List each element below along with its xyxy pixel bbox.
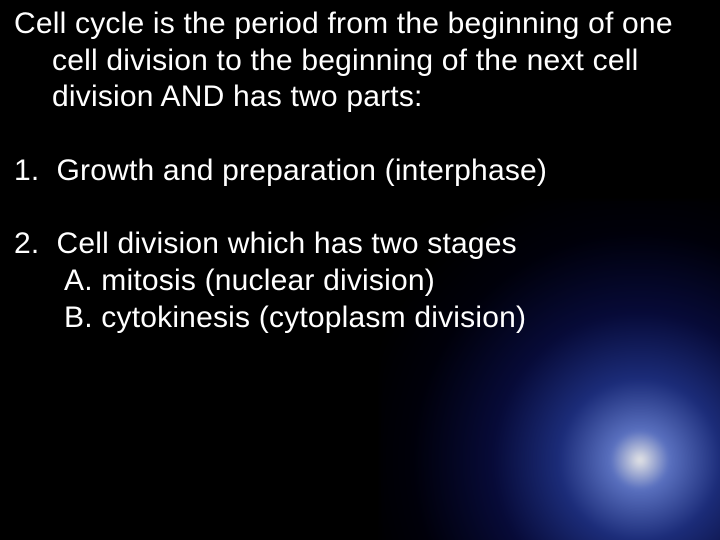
- sub-letter-b: B.: [64, 301, 93, 334]
- intro-paragraph: Cell cycle is the period from the beginn…: [14, 6, 706, 116]
- list-text-2: Cell division which has two stages: [57, 227, 517, 260]
- spacer: [14, 189, 706, 226]
- list-number-1: 1.: [14, 154, 39, 187]
- sub-letter-a: A.: [64, 264, 93, 297]
- list-item-2: 2. Cell division which has two stages: [14, 226, 706, 263]
- list-number-2: 2.: [14, 227, 39, 260]
- sub-item-b: B. cytokinesis (cytoplasm division): [14, 300, 706, 337]
- sub-text-a: mitosis (nuclear division): [101, 264, 435, 297]
- list-text-1: Growth and preparation (interphase): [57, 154, 548, 187]
- sub-item-a: A. mitosis (nuclear division): [14, 263, 706, 300]
- slide-content: Cell cycle is the period from the beginn…: [14, 6, 706, 336]
- spacer: [14, 116, 706, 153]
- slide: Cell cycle is the period from the beginn…: [0, 0, 720, 540]
- sub-text-b: cytokinesis (cytoplasm division): [101, 301, 526, 334]
- list-item-1: 1. Growth and preparation (interphase): [14, 153, 706, 190]
